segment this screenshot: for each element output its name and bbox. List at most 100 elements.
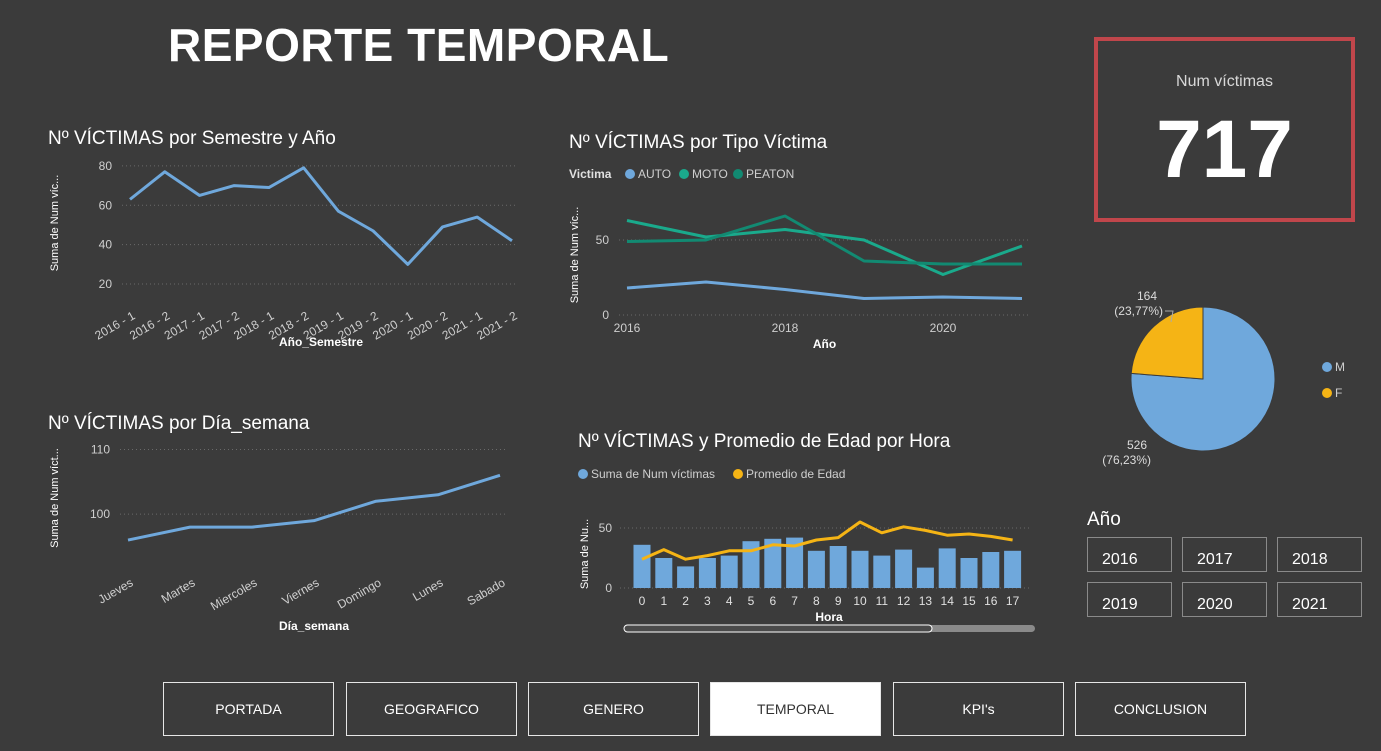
x-tick-label: 5	[748, 594, 755, 608]
legend-marker-m	[1322, 362, 1332, 372]
legend-label-peaton: PEATON	[746, 167, 794, 181]
nav-button-genero[interactable]: GENERO	[528, 682, 699, 736]
slicer-option-2020[interactable]: 2020	[1182, 582, 1267, 617]
chart-semestre: 20 40 60 80 Suma de Num víc... Año_Semestre 20…	[49, 159, 520, 349]
x-axis-label: Hora	[815, 610, 843, 624]
legend-marker-num-victimas	[578, 469, 588, 479]
bar-hour-3	[698, 558, 716, 588]
y-tick-label: 40	[99, 238, 113, 252]
nav-button-conclusion[interactable]: CONCLUSION	[1075, 682, 1246, 736]
x-tick-label: 2016	[614, 321, 641, 335]
slicer-option-2018[interactable]: 2018	[1277, 537, 1362, 572]
pie-value-m: 526	[1127, 438, 1147, 452]
legend-label-num-victimas: Suma de Num víctimas	[591, 467, 715, 481]
kpi-label: Num víctimas	[1176, 73, 1273, 90]
x-tick-label: Martes	[159, 575, 198, 605]
nav-button-portada[interactable]: PORTADA	[163, 682, 334, 736]
kpi-value: 717	[1156, 104, 1293, 195]
pie-leader-line	[1165, 310, 1174, 323]
legend-label-promedio-edad: Promedio de Edad	[746, 467, 845, 481]
x-tick-label: Sabado	[465, 575, 508, 608]
bar-hour-15	[960, 558, 978, 588]
series-line-peaton	[626, 214, 1022, 266]
nav-button-temporal[interactable]: TEMPORAL	[710, 682, 881, 736]
y-tick-label: 0	[605, 581, 612, 595]
page-title: REPORTE TEMPORAL	[168, 19, 670, 71]
y-tick-label: 80	[99, 159, 113, 173]
bar-hour-16	[982, 552, 1000, 588]
x-tick-label: 15	[962, 594, 976, 608]
x-tick-label: 2018	[772, 321, 799, 335]
pie-percent-f: (23,77%)	[1114, 304, 1163, 318]
series-line-auto	[626, 280, 1023, 300]
x-axis-label: Año	[813, 337, 836, 351]
bar-hour-2	[677, 566, 695, 588]
pie-percent-m: (76,23%)	[1102, 453, 1151, 467]
series-line-promedio-edad	[641, 520, 1013, 561]
x-tick-label: Miercoles	[208, 575, 259, 613]
x-tick-label: Domingo	[335, 575, 384, 611]
bar-hour-4	[720, 555, 738, 588]
x-tick-label: 7	[791, 594, 798, 608]
y-axis-label: Suma de Num víct...	[49, 448, 61, 548]
y-tick-label: 50	[596, 233, 610, 247]
slicer-option-2017[interactable]: 2017	[1182, 537, 1267, 572]
chart-dia: 100 110 Suma de Num víct... Día_semana Jueve…	[49, 442, 508, 633]
scrollbar-thumb[interactable]	[623, 624, 933, 633]
bar-hour-10	[851, 550, 869, 588]
legend-label-m: M	[1335, 360, 1345, 374]
chart-genero-pie: 526(76,23%) 164(23,77%) MF	[1102, 289, 1345, 467]
y-tick-label: 50	[599, 521, 613, 535]
nav-button-geografico[interactable]: GEOGRAFICO	[346, 682, 517, 736]
pie-slice-f	[1130, 306, 1204, 380]
chart-title-dia: Nº VÍCTIMAS por Día_semana	[48, 413, 310, 434]
legend-marker-moto	[679, 169, 689, 179]
bar-hour-0	[633, 544, 651, 588]
series-line-moto	[626, 219, 1023, 276]
x-tick-label: 2021 - 2	[474, 308, 519, 342]
y-tick-label: 100	[90, 507, 110, 521]
y-tick-label: 0	[602, 308, 609, 322]
slicer-option-2016[interactable]: 2016	[1087, 537, 1172, 572]
x-tick-label: 9	[835, 594, 842, 608]
x-tick-label: Jueves	[96, 575, 136, 606]
x-tick-label: 17	[1006, 594, 1020, 608]
legend-marker-auto	[625, 169, 635, 179]
legend-label-auto: AUTO	[638, 167, 671, 181]
bar-hour-8	[807, 550, 825, 588]
slicer-option-2019[interactable]: 2019	[1087, 582, 1172, 617]
y-tick-label: 110	[91, 442, 110, 456]
y-tick-label: 60	[99, 198, 113, 212]
y-tick-label: 20	[99, 277, 113, 291]
legend-marker-peaton	[733, 169, 743, 179]
bar-hour-1	[655, 558, 673, 588]
bar-hour-7	[786, 537, 804, 588]
x-tick-label: 12	[897, 594, 911, 608]
x-tick-label: Viernes	[279, 575, 321, 607]
pie-value-f: 164	[1137, 289, 1157, 303]
x-tick-label: 3	[704, 594, 711, 608]
x-axis-label: Año_Semestre	[279, 335, 363, 349]
kpi-card: Num víctimas 717	[1094, 37, 1355, 222]
legend-label-f: F	[1335, 386, 1342, 400]
legend-title: Victima	[569, 167, 612, 181]
slicer-option-2021[interactable]: 2021	[1277, 582, 1362, 617]
chart-tipo: Victima AUTO MOTO PEATON 0 50 Suma de Num víc.…	[569, 167, 1028, 351]
bar-hour-5	[742, 541, 760, 588]
x-tick-label: Lunes	[410, 575, 445, 603]
legend-marker-f	[1322, 388, 1332, 398]
x-tick-label: 16	[984, 594, 998, 608]
chart-title-hora: Nº VÍCTIMAS y Promedio de Edad por Hora	[578, 431, 951, 452]
x-tick-label: 14	[941, 594, 955, 608]
chart-title-semestre: Nº VÍCTIMAS por Semestre y Año	[48, 128, 336, 149]
bar-hour-11	[873, 555, 891, 588]
x-tick-label: 6	[769, 594, 776, 608]
bar-hour-13	[916, 567, 934, 588]
x-tick-label: 1	[660, 594, 667, 608]
bar-hour-17	[1004, 550, 1022, 588]
x-tick-label: 10	[853, 594, 867, 608]
bar-hour-6	[764, 538, 782, 588]
nav-button-kpis[interactable]: KPI's	[893, 682, 1064, 736]
x-tick-label: 2020	[930, 321, 957, 335]
bar-hour-12	[895, 549, 913, 588]
